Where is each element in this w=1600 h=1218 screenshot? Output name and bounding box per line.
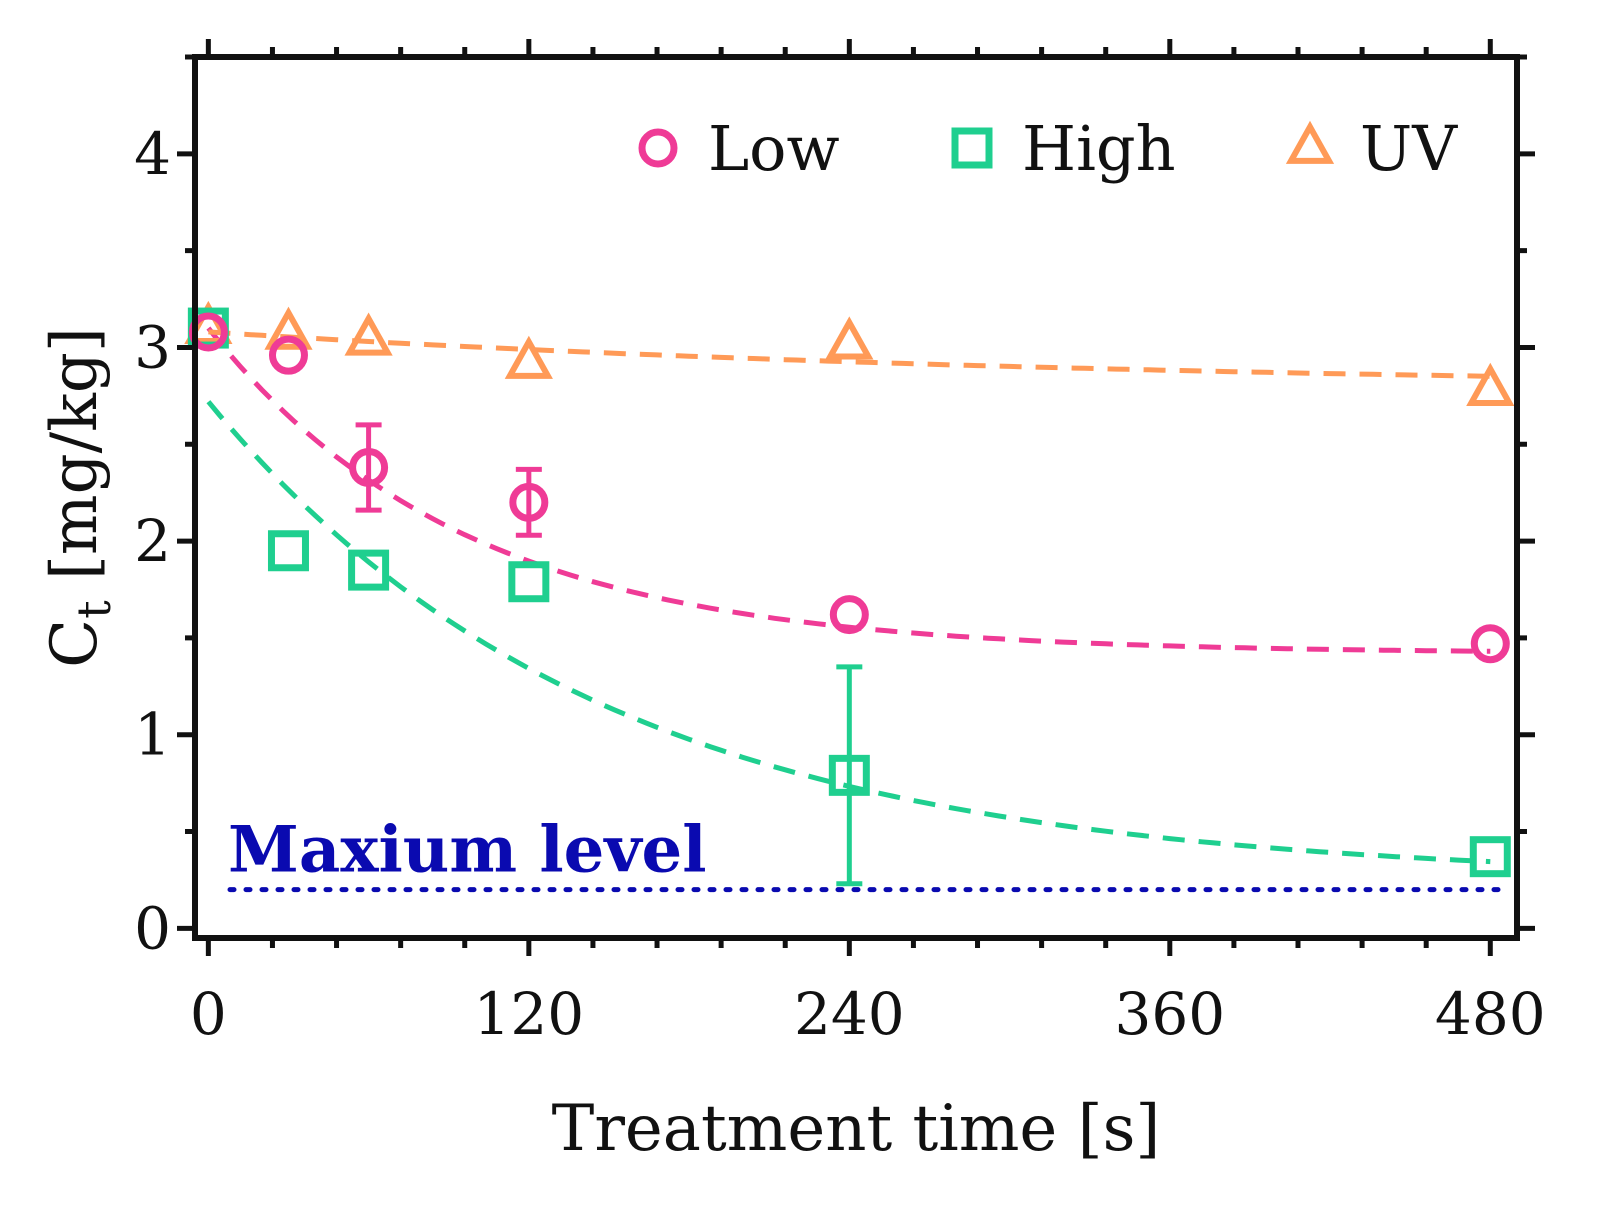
y-tick-label: 0 bbox=[134, 894, 171, 962]
x-tick-label: 120 bbox=[473, 980, 584, 1048]
x-axis-title: Treatment time [s] bbox=[552, 1092, 1161, 1166]
data-point-uv bbox=[264, 306, 313, 350]
data-point-high bbox=[1469, 836, 1511, 878]
data-point-uv bbox=[504, 335, 553, 379]
data-point-high bbox=[508, 561, 550, 603]
x-tick-label: 0 bbox=[190, 980, 227, 1048]
legend-marker-uv bbox=[1285, 120, 1335, 164]
data-point-uv bbox=[344, 312, 393, 356]
data-point-low bbox=[829, 595, 869, 635]
data-point-uv bbox=[184, 300, 233, 344]
legend-marker-high bbox=[951, 127, 993, 169]
y-axis-title: Ct [mg/kg] bbox=[38, 327, 121, 668]
data-point-low bbox=[268, 335, 308, 375]
data-point-low bbox=[1470, 624, 1510, 664]
y-tick-label: 2 bbox=[134, 507, 171, 575]
y-tick-label: 4 bbox=[134, 120, 171, 188]
y-axis-title-space bbox=[38, 580, 112, 600]
data-point-high bbox=[828, 754, 870, 796]
data-point-high bbox=[267, 530, 309, 572]
x-tick-label: 480 bbox=[1435, 980, 1546, 1048]
legend-marker-low bbox=[638, 128, 678, 168]
data-point-low bbox=[509, 482, 549, 522]
legend-label-high: High bbox=[1022, 112, 1176, 185]
plot-frame bbox=[192, 54, 1520, 941]
y-tick-label: 1 bbox=[134, 701, 171, 769]
legend-label-uv: UV bbox=[1360, 112, 1458, 185]
data-point-high bbox=[348, 549, 390, 591]
y-tick-label: 3 bbox=[134, 313, 171, 381]
legend: Low High UV bbox=[638, 112, 1458, 185]
x-tick-label: 360 bbox=[1114, 980, 1225, 1048]
data-point-low bbox=[349, 447, 389, 487]
data-point-uv bbox=[1466, 362, 1515, 406]
maximum-level-label: Maxium level bbox=[228, 813, 707, 888]
axis-ticks: 0 120 240 360 480 0 1 2 3 4 bbox=[134, 39, 1546, 1048]
data-point-uv bbox=[825, 316, 874, 360]
legend-label-low: Low bbox=[708, 112, 840, 185]
y-axis-title-unit: [mg/kg] bbox=[38, 327, 112, 580]
y-axis-title-main: C bbox=[38, 619, 112, 668]
x-tick-label: 240 bbox=[794, 980, 905, 1048]
y-axis-title-subscript: t bbox=[67, 600, 121, 619]
